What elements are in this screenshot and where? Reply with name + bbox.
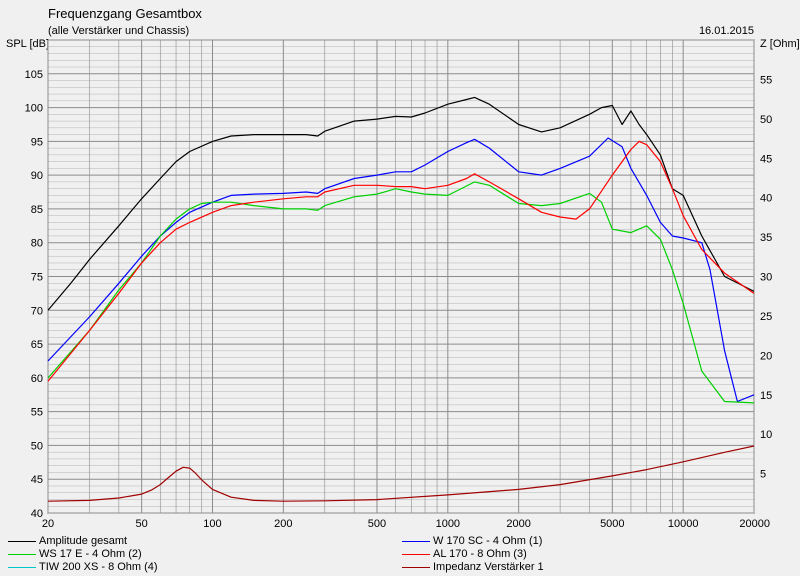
chart-legend: Amplitude gesamt W 170 SC - 4 Ohm (1) WS 1… — [0, 532, 800, 576]
x-tick-label: 200 — [274, 518, 292, 530]
series-line-2 — [47, 137, 755, 403]
frequency-response-chart: 40 45 50 55 60 65 70 75 80 85 90 95 100 105 5 10 15 20 25 3… — [25, 39, 772, 530]
x-tick-label: 20 — [42, 518, 54, 530]
y-left-tick-label: 50 — [31, 440, 43, 452]
legend-label: TIW 200 XS - 8 Ohm (4) — [39, 561, 158, 573]
y-left-tick-label: 100 — [25, 103, 43, 115]
legend-label: Amplitude gesamt — [39, 535, 128, 547]
x-tick-label: 100 — [203, 518, 221, 530]
series-line-6 — [47, 445, 755, 502]
y-right-tick-label: 45 — [760, 153, 772, 165]
legend-swatch — [8, 554, 36, 555]
legend-swatch — [402, 541, 430, 542]
y-right-tick-label: 15 — [760, 390, 772, 402]
y-right-tick-label: 55 — [760, 74, 772, 86]
y-left-tick-label: 70 — [31, 305, 43, 317]
series-line-3 — [47, 181, 755, 404]
legend-label: WS 17 E - 4 Ohm (2) — [39, 548, 142, 560]
y-left-tick-label: 60 — [31, 373, 43, 385]
y-left-tick-label: 40 — [31, 508, 43, 520]
y-right-tick-label: 50 — [760, 114, 772, 126]
y-left-tick-label: 65 — [31, 339, 43, 351]
y-axis-right-label: Z [Ohm] — [760, 38, 800, 50]
y-left-tick-label: 75 — [31, 272, 43, 284]
y-right-tick-label: 10 — [760, 429, 772, 441]
y-right-tick-label: 30 — [760, 272, 772, 284]
y-right-tick-label: 40 — [760, 193, 772, 205]
legend-label: W 170 SC - 4 Ohm (1) — [433, 535, 543, 547]
legend-swatch — [402, 554, 430, 555]
y-left-tick-label: 80 — [31, 238, 43, 250]
y-left-tick-label: 85 — [31, 204, 43, 216]
series-line-1 — [47, 96, 755, 311]
y-right-tick-label: 25 — [760, 311, 772, 323]
x-tick-label: 20000 — [739, 518, 770, 530]
y-left-tick-label: 90 — [31, 170, 43, 182]
legend-swatch — [402, 567, 430, 568]
x-tick-label: 5000 — [600, 518, 624, 530]
legend-swatch — [8, 567, 36, 568]
y-left-tick-label: 105 — [25, 69, 43, 81]
y-right-tick-label: 35 — [760, 232, 772, 244]
y-right-tick-label: 5 — [760, 469, 766, 481]
series-line-4 — [47, 140, 755, 382]
chart-date: 16.01.2015 — [698, 25, 754, 37]
x-tick-label: 1000 — [436, 518, 460, 530]
x-tick-label: 500 — [368, 518, 386, 530]
y-left-tick-label: 95 — [31, 136, 43, 148]
legend-swatch — [8, 541, 36, 542]
legend-label: Impedanz Verstärker 1 — [433, 561, 544, 573]
x-tick-label: 50 — [136, 518, 148, 530]
y-right-tick-label: 20 — [760, 350, 772, 362]
chart-title: Frequenzgang Gesamtbox — [48, 6, 202, 21]
chart-subtitle: (alle Verstärker und Chassis) — [48, 25, 190, 37]
y-axis-left-label: SPL [dB] — [6, 38, 50, 50]
x-tick-label: 10000 — [668, 518, 699, 530]
x-tick-label: 2000 — [506, 518, 530, 530]
y-left-tick-label: 55 — [31, 407, 43, 419]
y-left-tick-label: 45 — [31, 474, 43, 486]
legend-label: AL 170 - 8 Ohm (3) — [433, 548, 527, 560]
